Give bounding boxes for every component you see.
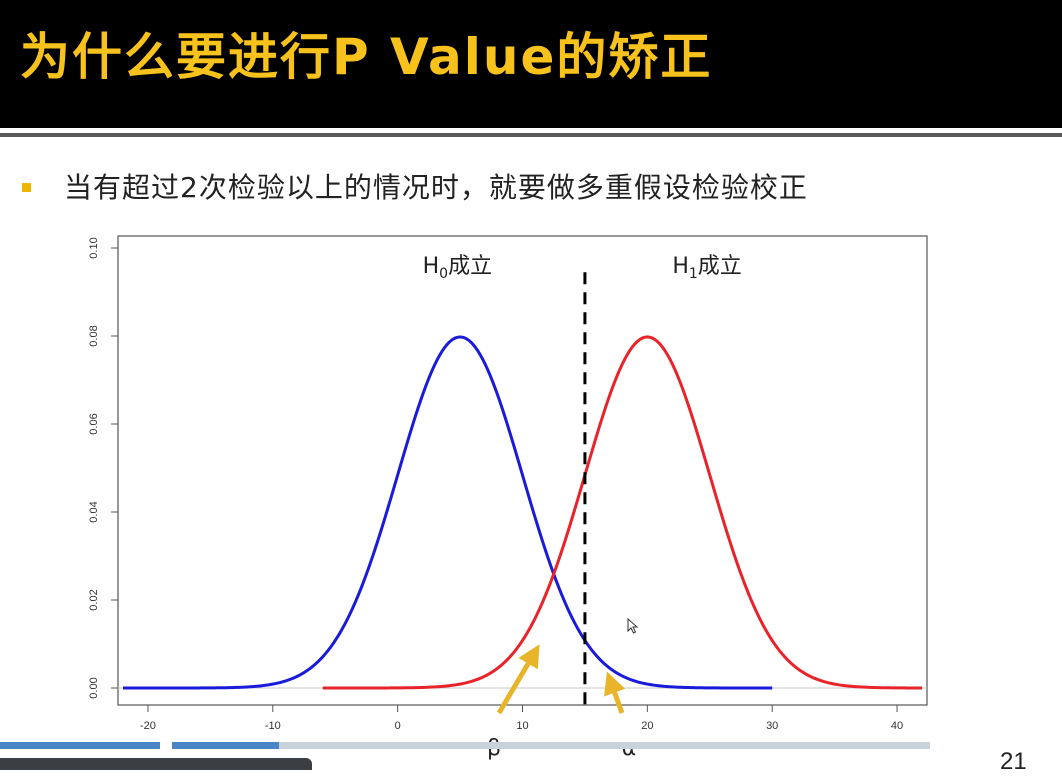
x-tick-label: -20	[140, 720, 156, 732]
y-tick-label: 0.04	[88, 501, 100, 522]
slide-title: 为什么要进行P Value的矫正	[20, 28, 713, 86]
h1-label: H1成立	[672, 254, 741, 282]
y-tick-label: 0.08	[88, 325, 100, 346]
mouse-cursor-icon	[627, 618, 639, 634]
h0-label-subscript: 0	[439, 266, 448, 282]
y-tick-label: 0.10	[88, 237, 100, 258]
x-tick-label: 10	[516, 720, 528, 732]
h0-label-suffix: 成立	[448, 254, 492, 279]
bullet-square-icon	[22, 183, 31, 192]
x-tick-label: 0	[395, 720, 401, 732]
x-tick-label: 30	[766, 720, 778, 732]
alpha-arrow	[604, 671, 626, 714]
h1-label-subscript: 1	[689, 266, 698, 282]
h0-label-letter: H	[423, 254, 440, 279]
y-tick-label: 0.00	[88, 677, 100, 698]
slide-header: 为什么要进行P Value的矫正	[0, 0, 1062, 133]
h1-label-suffix: 成立	[698, 254, 742, 279]
progress-gap	[160, 742, 172, 749]
h1-density-curve	[322, 335, 923, 690]
h0-density-curve	[123, 335, 773, 690]
h0-label: H0成立	[423, 254, 492, 282]
taskbar-strip	[0, 758, 312, 770]
y-tick-label: 0.02	[88, 589, 100, 610]
beta-arrow	[496, 644, 540, 715]
x-tick-label: -10	[265, 720, 281, 732]
x-tick-label: 20	[641, 720, 653, 732]
x-tick-label: 40	[891, 720, 903, 732]
progress-fill	[0, 742, 279, 749]
x-axis: -20 -10 0 10 20 30 40	[140, 705, 903, 732]
h1-label-letter: H	[672, 254, 689, 279]
bullet-text: 当有超过2次检验以上的情况时，就要做多重假设检验校正	[64, 171, 808, 204]
slide-number: 21	[1000, 748, 1027, 775]
progress-track	[0, 742, 930, 749]
y-axis: 0.00 0.02 0.04 0.06 0.08 0.10	[88, 237, 118, 699]
header-divider	[0, 133, 1062, 137]
y-tick-label: 0.06	[88, 413, 100, 434]
